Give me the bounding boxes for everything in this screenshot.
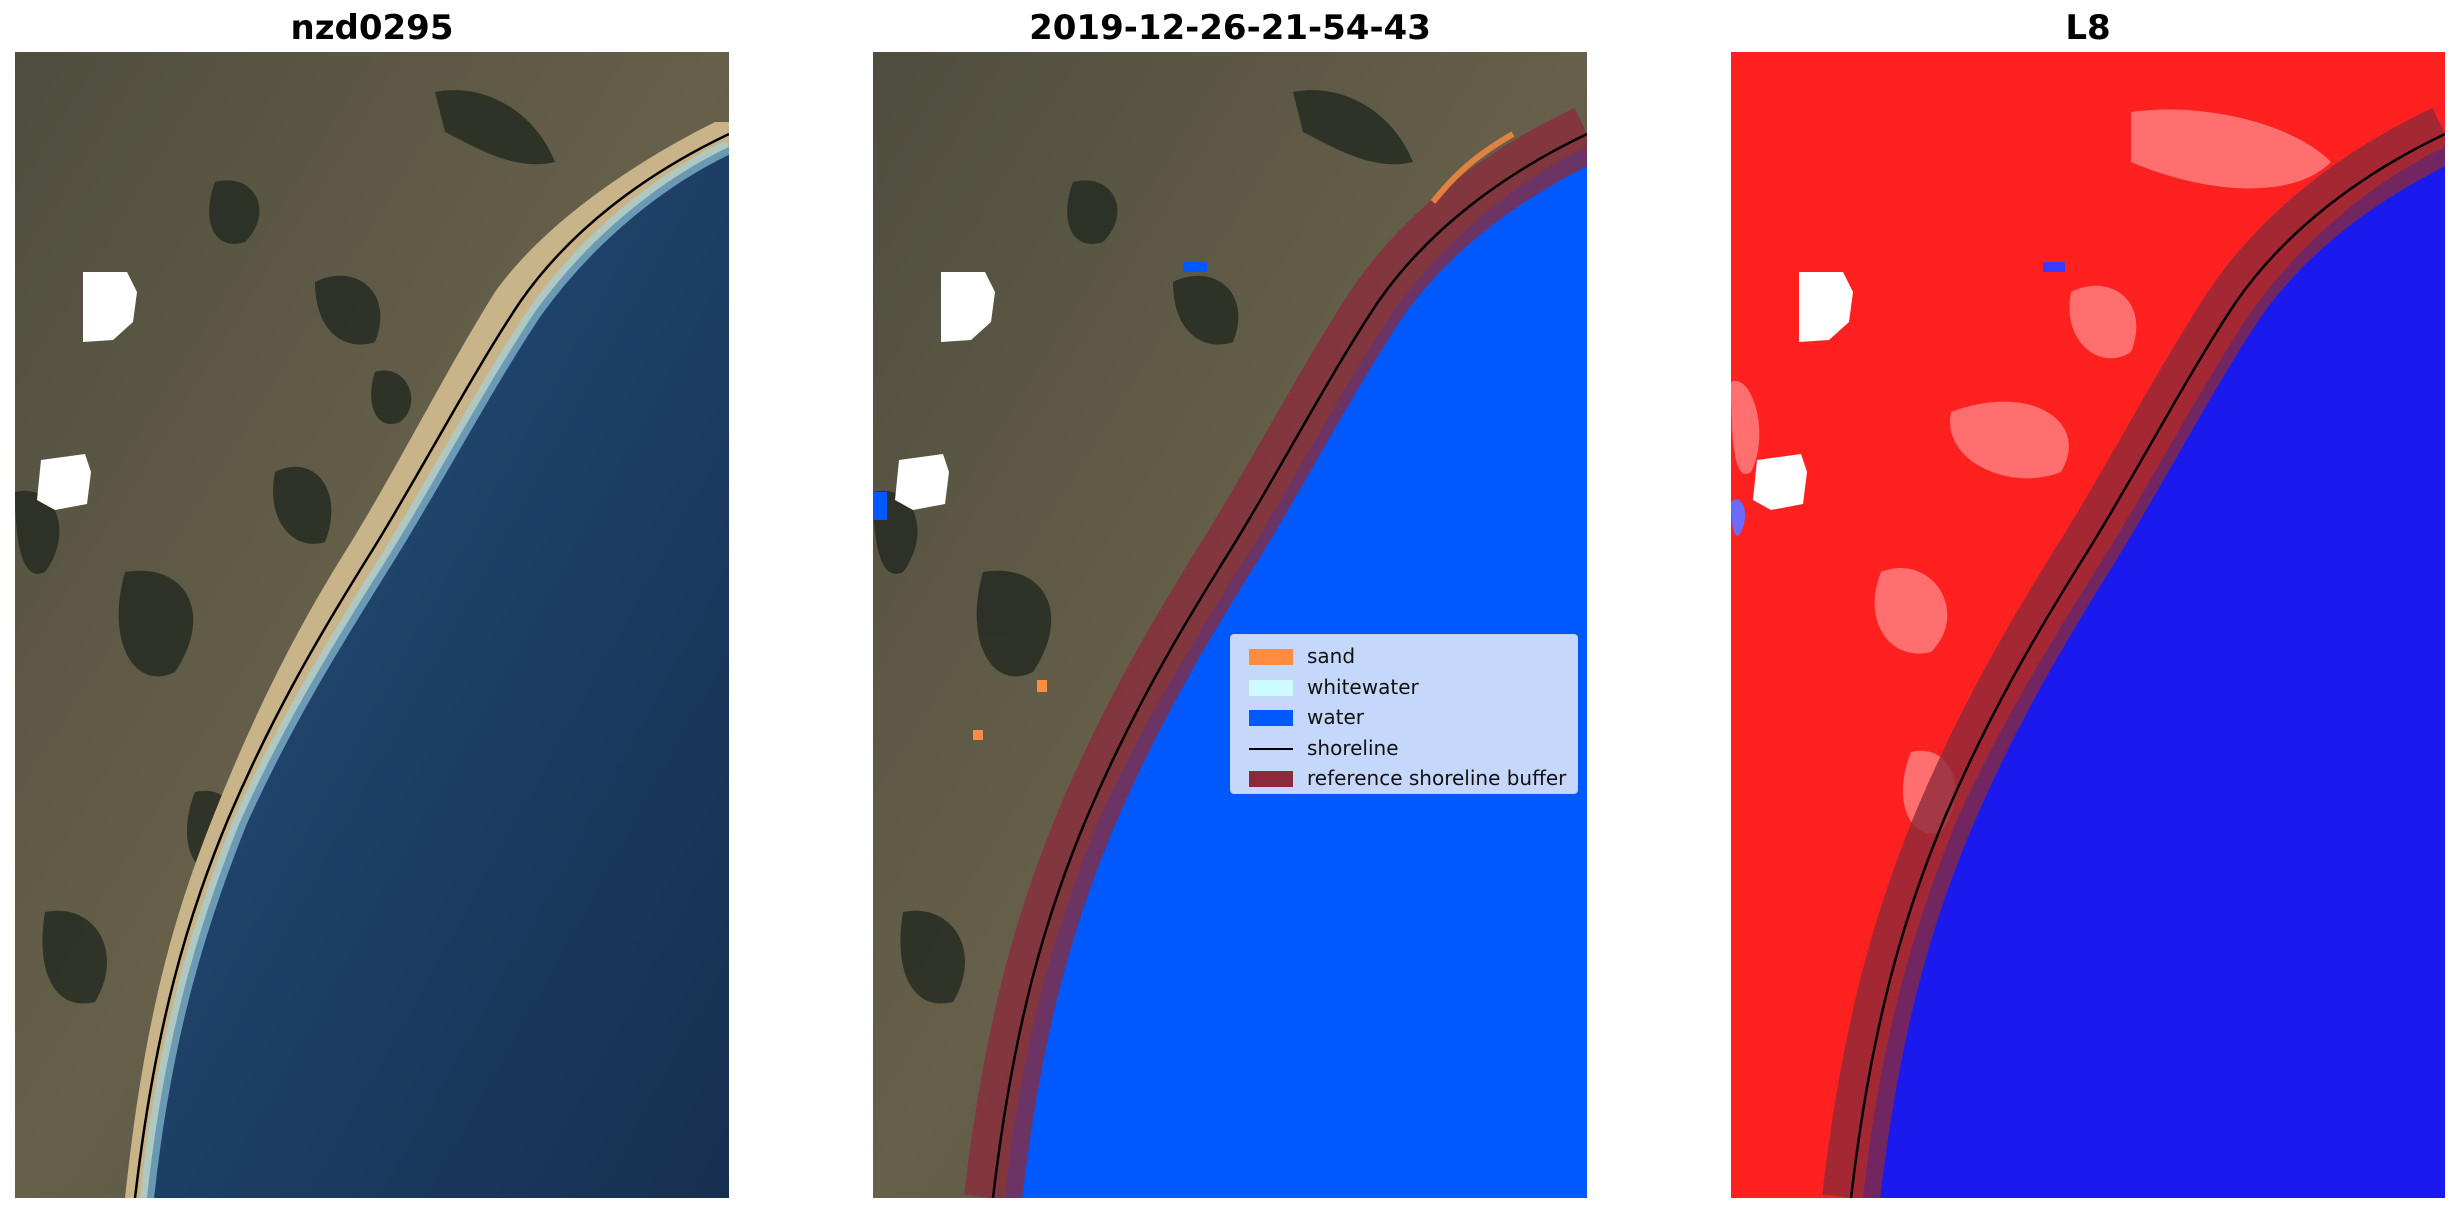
legend: sand whitewater water shoreline referenc…	[1230, 634, 1578, 794]
index-land-texture	[1731, 109, 2331, 834]
legend-item-buffer: reference shoreline buffer	[1241, 763, 1567, 794]
legend-item-shoreline: shoreline	[1241, 733, 1567, 764]
index-image-panel	[1731, 52, 2445, 1198]
cloud-mask-1	[941, 272, 995, 342]
vegetation-patches	[15, 90, 555, 1004]
sand-class	[1430, 131, 1515, 204]
legend-line-shoreline	[1249, 747, 1293, 750]
cloud-mask-2	[1753, 454, 1807, 510]
rgb-image-panel	[15, 52, 729, 1198]
rgb-image	[15, 52, 729, 1198]
legend-item-whitewater: whitewater	[1241, 672, 1567, 703]
legend-swatch-whitewater	[1249, 679, 1293, 696]
classified-image-panel	[873, 52, 1587, 1198]
panel-title-index: L8	[2065, 8, 2111, 48]
legend-label: reference shoreline buffer	[1307, 766, 1567, 790]
legend-label: sand	[1307, 644, 1356, 668]
index-image	[1731, 52, 2445, 1198]
shoreline-line	[1849, 132, 2445, 1198]
cloud-mask-2	[895, 454, 949, 510]
legend-item-water: water	[1241, 702, 1567, 733]
sand-pixel	[1037, 680, 1047, 692]
panel-title-rgb: nzd0295	[290, 8, 454, 48]
legend-label: water	[1307, 705, 1364, 729]
index-water-pixel	[1731, 499, 1746, 536]
index-water-pixel	[2043, 262, 2065, 272]
classified-image	[873, 52, 1587, 1198]
panel-title-classified: 2019-12-26-21-54-43	[1029, 8, 1431, 48]
legend-swatch-sand	[1249, 649, 1293, 665]
legend-item-sand: sand	[1241, 641, 1567, 672]
sand-pixel	[973, 730, 983, 740]
surf-zone	[140, 140, 729, 1198]
shoreline-line	[991, 132, 1587, 1198]
legend-swatch-water	[1249, 710, 1293, 726]
legend-label: shoreline	[1307, 735, 1399, 760]
index-water-area	[1863, 147, 2445, 1198]
sea-area	[147, 147, 729, 1198]
water-pixel	[1183, 262, 1207, 272]
legend-label: whitewater	[1307, 674, 1419, 699]
shoreline-line	[133, 132, 729, 1198]
water-pixel	[873, 492, 887, 520]
legend-swatch-buffer	[1249, 771, 1293, 787]
cloud-mask-1	[1799, 272, 1853, 342]
cloud-mask-1	[83, 272, 137, 342]
cloud-mask-2	[37, 454, 91, 510]
